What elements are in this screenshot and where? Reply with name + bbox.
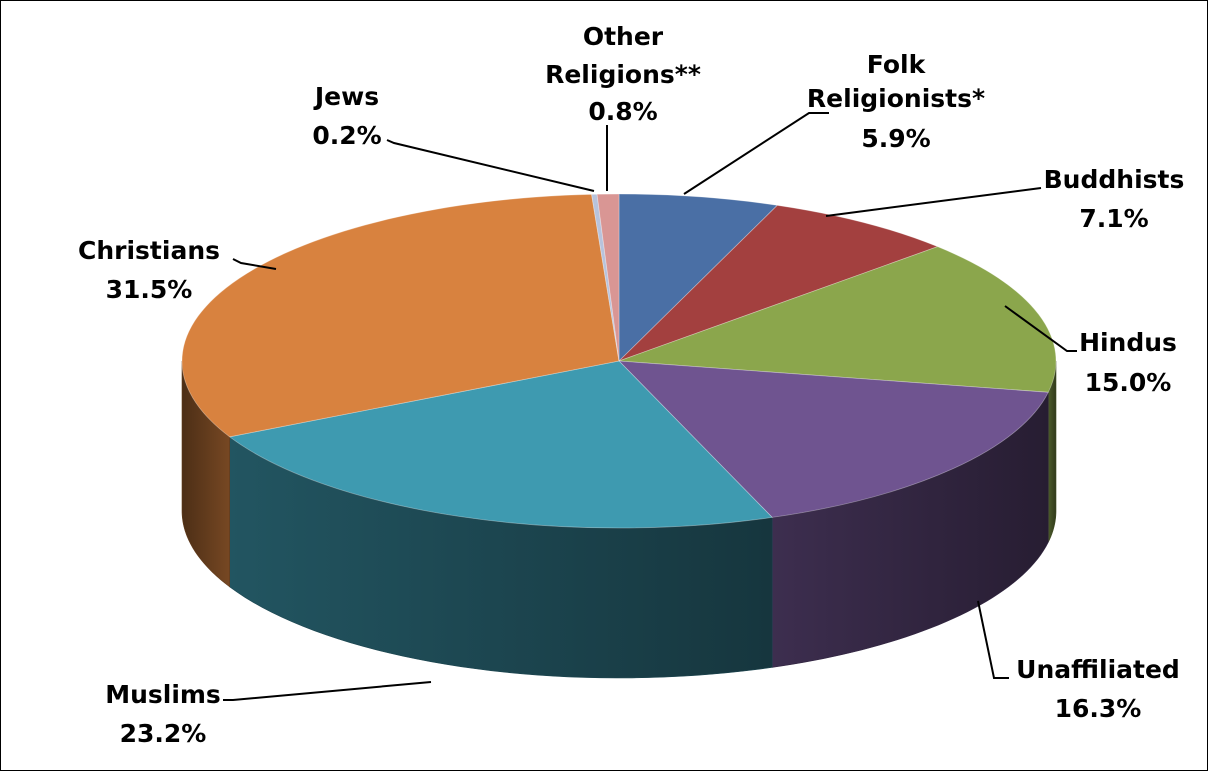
slice-value-muslims: 23.2% (120, 719, 207, 748)
slice-value-folk-religionists: 5.9% (861, 124, 930, 153)
leader-line-unaffiliated (977, 600, 1009, 679)
pie-labels: Folk Religionists* 5.9% Buddhists 7.1% Hindus… (78, 22, 1184, 748)
leader-line-muslims (223, 681, 432, 701)
pie-top-faces (181, 193, 1057, 529)
slice-label-folk-religionists: Religionists* (807, 84, 985, 113)
slice-jews (591, 193, 620, 362)
slice-value-christians: 31.5% (106, 275, 193, 304)
leader-line-christians (232, 258, 277, 270)
slice-label-christians: Christians (78, 236, 220, 265)
leader-line-folk-religionists (683, 112, 829, 195)
slice-label-folk-religionists: Folk (867, 50, 927, 79)
slice-value-buddhists: 7.1% (1079, 204, 1148, 233)
slice-label-other-religions: Religions** (545, 60, 701, 89)
slice-label-muslims: Muslims (105, 680, 221, 709)
slice-hindus (618, 246, 1057, 393)
slice-muslims (228, 360, 774, 529)
slice-value-unaffiliated: 16.3% (1055, 694, 1142, 723)
leader-line-buddhists (825, 187, 1042, 217)
slice-other-religions (596, 193, 620, 362)
slice-label-unaffiliated: Unaffiliated (1016, 655, 1180, 684)
leader-line-jews (386, 139, 595, 192)
slice-christians (181, 193, 620, 438)
slice-value-jews: 0.2% (312, 121, 381, 150)
leader-line-hindus (1004, 305, 1077, 352)
slice-label-other-religions: Other (583, 22, 664, 51)
slice-label-jews: Jews (313, 82, 379, 111)
slice-value-hindus: 15.0% (1085, 368, 1172, 397)
slice-value-other-religions: 0.8% (588, 97, 657, 126)
slice-folk-religionists (618, 193, 779, 362)
slice-unaffiliated (617, 360, 1049, 518)
pie-side-walls (181, 360, 1057, 679)
slice-label-hindus: Hindus (1079, 328, 1177, 357)
slice-label-buddhists: Buddhists (1044, 165, 1185, 194)
slice-buddhists (618, 204, 939, 362)
